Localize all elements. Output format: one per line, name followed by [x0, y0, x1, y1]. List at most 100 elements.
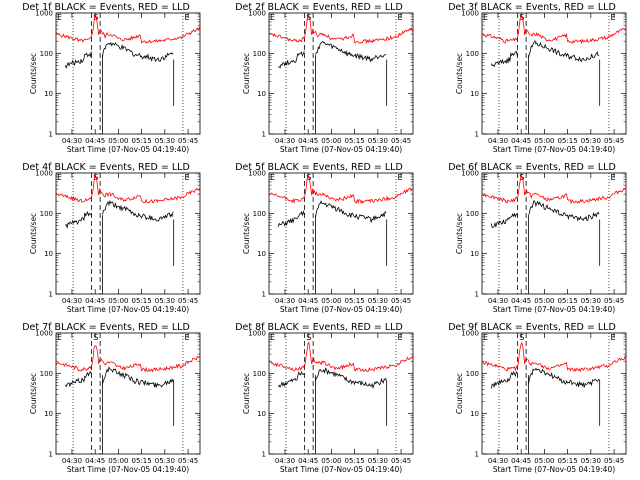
x-tick-label: 05:30	[155, 297, 175, 305]
series-line-lld	[55, 14, 201, 44]
y-axis-label: Counts/sec	[29, 213, 38, 254]
y-tick-label: 100	[253, 370, 266, 378]
y-tick-label: 10	[257, 410, 266, 418]
y-axis-label: Counts/sec	[29, 53, 38, 94]
x-tick-label: 05:30	[368, 297, 388, 305]
panel-det-1: Det 1f BLACK = Events, RED = LLD 1 10 100 10…	[22, 2, 201, 154]
marker-s: S	[519, 13, 524, 22]
marker-e-start: E	[57, 13, 62, 22]
x-tick-label: 05:45	[178, 457, 198, 465]
y-tick-label: 1000	[461, 330, 479, 338]
marker-e-start: E	[270, 333, 275, 342]
x-axis-label: Start Time (07-Nov-05 04:19:40)	[67, 465, 189, 474]
x-tick-label: 04:45	[85, 297, 105, 305]
series-line-lld	[481, 341, 627, 373]
series-line-events	[278, 50, 305, 69]
x-tick-label: 05:45	[178, 137, 198, 145]
marker-s: S	[519, 333, 524, 342]
x-tick-label: 05:45	[604, 297, 624, 305]
panel-title: Det 4f BLACK = Events, RED = LLD	[22, 162, 190, 173]
y-tick-label: 1000	[35, 170, 53, 178]
x-axis-label: Start Time (07-Nov-05 04:19:40)	[67, 145, 189, 154]
series-line-events	[102, 199, 174, 222]
x-tick-label: 05:15	[132, 297, 152, 305]
panel-title: Det 1f BLACK = Events, RED = LLD	[22, 2, 190, 13]
plot-frame	[55, 172, 201, 295]
panel-det-5: Det 5f BLACK = Events, RED = LLD 1 10 100 10…	[235, 162, 414, 314]
marker-e-start: E	[270, 13, 275, 22]
y-tick-label: 10	[257, 250, 266, 258]
x-tick-label: 05:30	[368, 457, 388, 465]
marker-e-start: E	[57, 173, 62, 182]
panel-det-2: Det 2f BLACK = Events, RED = LLD 1 10 100 10…	[235, 2, 414, 154]
plot-frame	[481, 172, 627, 295]
series-line-events	[64, 371, 92, 388]
marker-e-end: E	[398, 173, 403, 182]
x-tick-label: 05:45	[391, 457, 411, 465]
x-tick-label: 05:45	[391, 137, 411, 145]
plot-frame	[481, 332, 627, 455]
marker-e-start: E	[483, 13, 488, 22]
marker-e-start: E	[57, 333, 62, 342]
series-line-lld	[55, 172, 201, 204]
x-tick-label: 05:00	[534, 297, 554, 305]
series-line-lld	[55, 345, 201, 373]
y-tick-label: 1	[262, 291, 266, 299]
series-line-lld	[268, 174, 414, 205]
marker-s: S	[306, 333, 311, 342]
x-tick-label: 04:30	[62, 137, 82, 145]
y-tick-label: 1000	[35, 330, 53, 338]
y-tick-label: 10	[470, 410, 479, 418]
x-tick-label: 05:00	[108, 297, 128, 305]
y-axis-label: Counts/sec	[29, 373, 38, 414]
x-tick-label: 04:45	[511, 297, 531, 305]
marker-e-end: E	[185, 333, 190, 342]
panel-title: Det 2f BLACK = Events, RED = LLD	[235, 2, 403, 13]
panel-det-9: Det 9f BLACK = Events, RED = LLD 1 10 100 10…	[448, 322, 627, 474]
y-axis-label: Counts/sec	[242, 53, 251, 94]
marker-e-start: E	[483, 173, 488, 182]
x-axis-label: Start Time (07-Nov-05 04:19:40)	[280, 145, 402, 154]
series-line-lld	[268, 341, 414, 372]
plot-frame	[268, 332, 414, 455]
y-tick-label: 1	[475, 291, 479, 299]
marker-e-end: E	[611, 333, 616, 342]
x-axis-label: Start Time (07-Nov-05 04:19:40)	[493, 145, 615, 154]
x-tick-label: 05:30	[581, 137, 601, 145]
x-tick-label: 05:15	[132, 457, 152, 465]
y-tick-label: 1	[475, 131, 479, 139]
series-line-events	[528, 367, 600, 388]
y-tick-label: 100	[40, 50, 53, 58]
y-tick-label: 10	[44, 250, 53, 258]
x-axis-label: Start Time (07-Nov-05 04:19:40)	[280, 465, 402, 474]
y-axis-label: Counts/sec	[242, 373, 251, 414]
marker-e-start: E	[483, 333, 488, 342]
plot-frame	[55, 332, 201, 455]
x-tick-label: 05:30	[155, 457, 175, 465]
x-tick-label: 04:45	[85, 137, 105, 145]
x-tick-label: 05:00	[321, 137, 341, 145]
series-line-lld	[268, 15, 414, 45]
y-tick-label: 100	[466, 50, 479, 58]
y-tick-label: 1	[262, 131, 266, 139]
marker-e-end: E	[398, 13, 403, 22]
x-tick-label: 04:30	[62, 297, 82, 305]
y-tick-label: 1000	[35, 10, 53, 18]
x-tick-label: 05:00	[534, 137, 554, 145]
x-axis-label: Start Time (07-Nov-05 04:19:40)	[67, 305, 189, 314]
series-line-events	[277, 210, 305, 228]
y-tick-label: 100	[466, 370, 479, 378]
series-line-events	[65, 211, 92, 230]
y-axis-label: Counts/sec	[455, 373, 464, 414]
x-tick-label: 04:30	[275, 457, 295, 465]
x-tick-label: 05:15	[132, 137, 152, 145]
x-tick-label: 05:00	[321, 297, 341, 305]
x-tick-label: 04:45	[511, 137, 531, 145]
y-tick-label: 1000	[461, 170, 479, 178]
x-tick-label: 05:15	[345, 297, 365, 305]
y-tick-label: 100	[466, 210, 479, 218]
panel-title: Det 6f BLACK = Events, RED = LLD	[448, 162, 616, 173]
y-tick-label: 100	[253, 210, 266, 218]
plot-frame	[268, 12, 414, 135]
